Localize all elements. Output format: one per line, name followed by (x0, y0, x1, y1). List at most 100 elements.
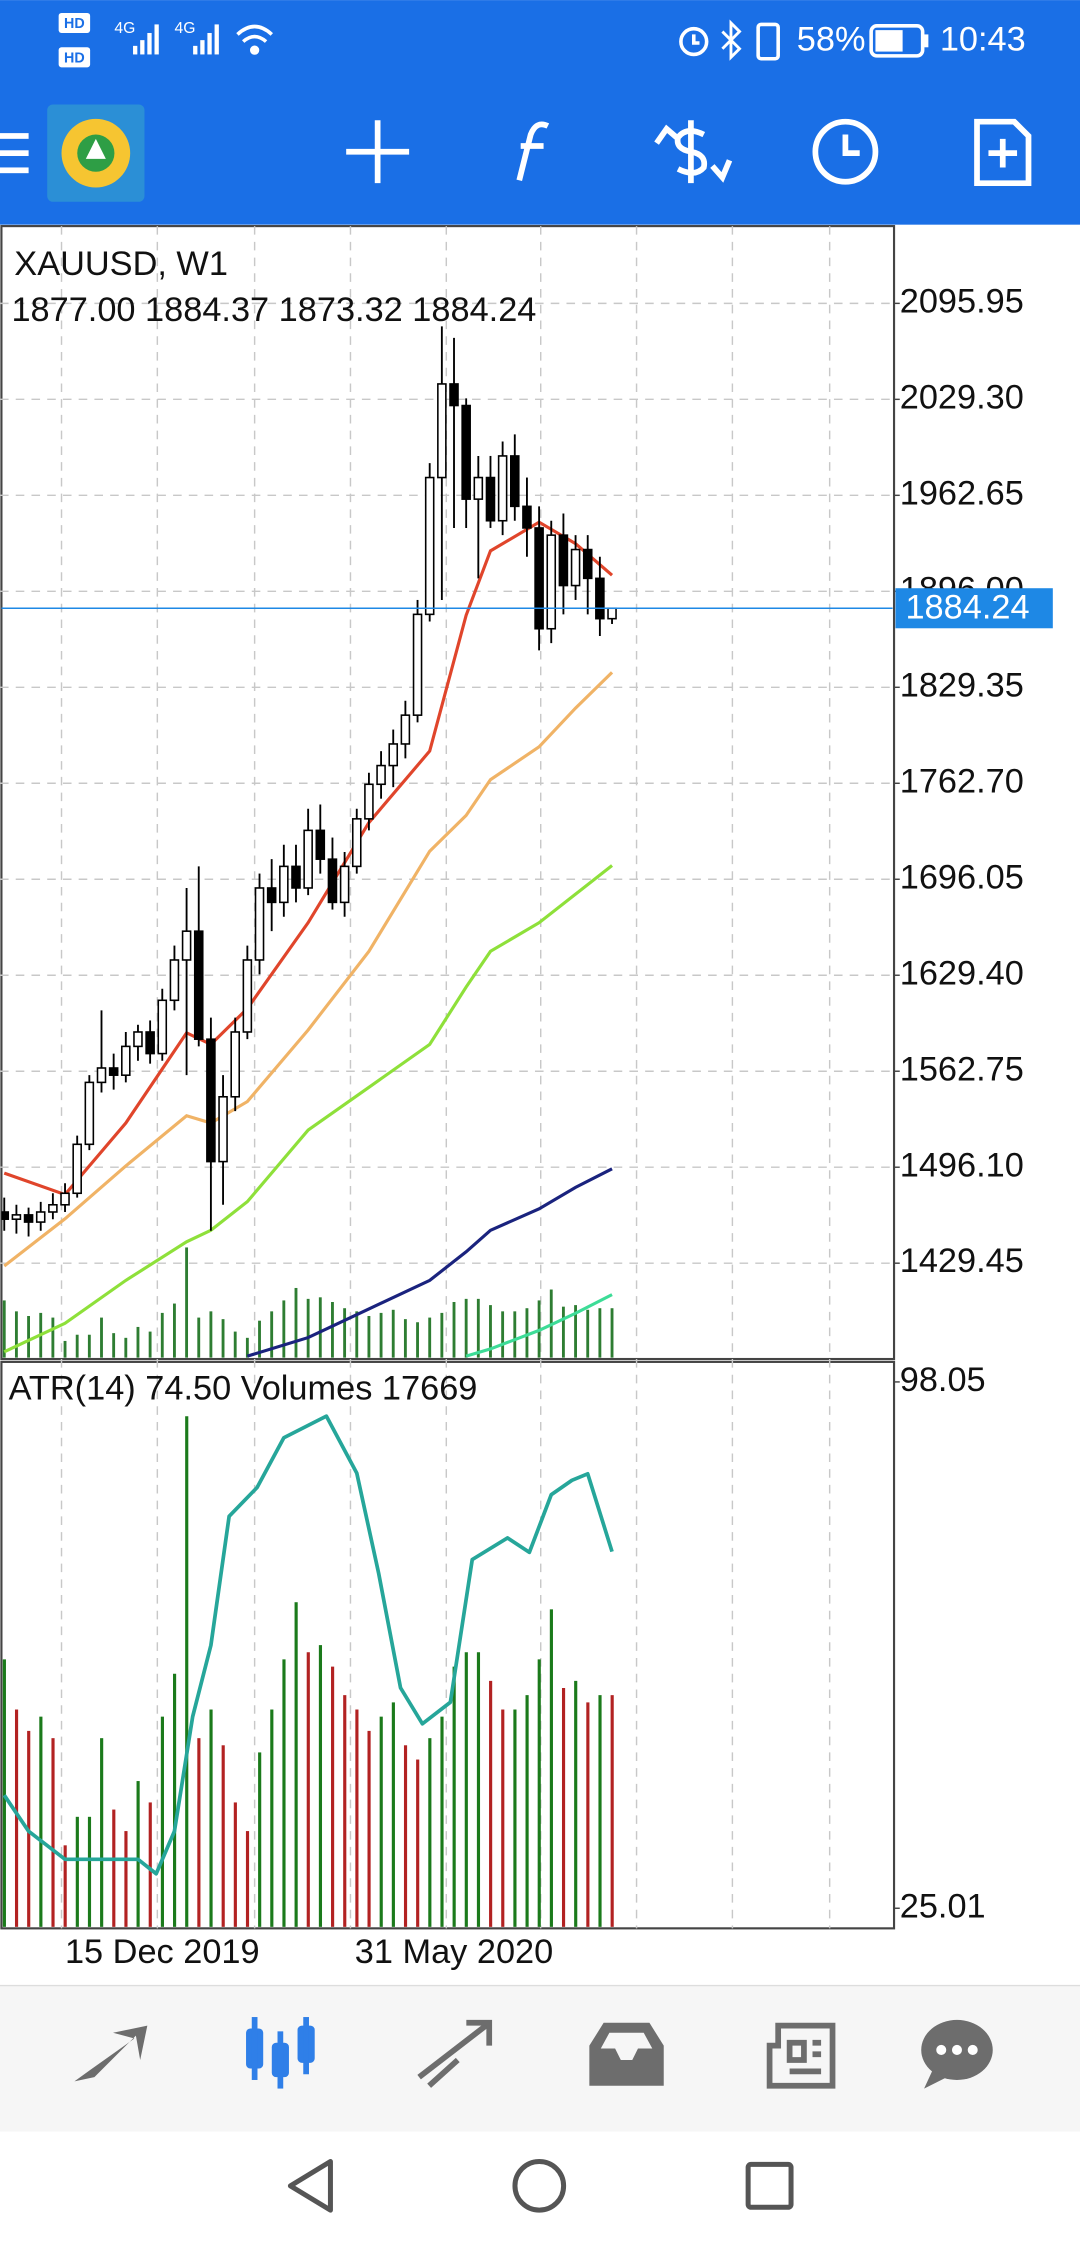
y-tick-label: 1962.65 (900, 474, 1024, 512)
volume-bar (428, 1317, 432, 1358)
back-button[interactable] (287, 2159, 333, 2213)
clock: 10:43 (940, 21, 1026, 59)
volume-bar (343, 1695, 347, 1927)
volume-bar (440, 1312, 444, 1358)
new-order-button[interactable] (974, 118, 1032, 187)
candle-body (35, 1211, 46, 1223)
trade-button[interactable] (654, 120, 733, 184)
candle-body (595, 577, 605, 620)
volume-bar (100, 1738, 104, 1927)
volume-bar (258, 1752, 262, 1927)
app-logo[interactable] (47, 104, 145, 202)
volume-bar (428, 1738, 432, 1927)
volume-bar (294, 1287, 298, 1358)
candle-body (23, 1214, 34, 1223)
candle-body (133, 1031, 143, 1048)
crosshair-button[interactable] (346, 120, 410, 184)
candle-body (388, 743, 399, 767)
volume-bar (525, 1695, 529, 1927)
menu-button[interactable] (0, 133, 29, 174)
volume-bar (160, 1312, 164, 1358)
moving-average (465, 1293, 613, 1358)
volume-bar (75, 1334, 79, 1358)
network-label: 4G (114, 20, 135, 37)
candle-body (424, 476, 435, 616)
home-button[interactable] (512, 2159, 567, 2213)
history-button[interactable] (812, 118, 879, 185)
candle-body (157, 999, 168, 1055)
volume-bar (403, 1319, 407, 1358)
candle-body (327, 858, 338, 904)
volume-bar (476, 1298, 480, 1358)
chart-tab[interactable] (246, 2017, 315, 2089)
volume-bar (464, 1652, 468, 1927)
volume-bar (501, 1311, 505, 1358)
candle-body (48, 1204, 58, 1213)
moving-average (246, 1167, 613, 1358)
vibrate-icon (756, 22, 780, 61)
candle-body (242, 959, 253, 1033)
volume-bar (148, 1802, 152, 1927)
volume-bar (51, 1738, 55, 1927)
moving-average (3, 864, 614, 1354)
candle-body (181, 930, 192, 961)
candle-body (522, 505, 532, 529)
chat-tab[interactable] (921, 2019, 993, 2089)
volume-bar (27, 1316, 30, 1358)
wifi-icon (236, 24, 273, 55)
volume-bar (14, 1709, 19, 1927)
volume-bar (197, 1317, 201, 1358)
candle-body (108, 1067, 119, 1076)
volume-bar (355, 1709, 359, 1927)
volume-bar (14, 1311, 18, 1358)
trade-tab[interactable] (417, 2019, 493, 2088)
indicators-button[interactable] (516, 121, 550, 182)
candle-body (497, 455, 508, 522)
candle-body (412, 613, 423, 716)
status-bar: HD HD 4G 4G 58% 10:43 (58, 12, 1026, 68)
candle-body (169, 959, 180, 1002)
recents-button[interactable] (745, 2161, 794, 2210)
news-tab[interactable] (766, 2022, 836, 2089)
volume-bar (574, 1305, 577, 1358)
volume-bar (2, 1659, 6, 1927)
candle-body (230, 1031, 241, 1098)
volume-bar (489, 1305, 492, 1358)
candle-body (60, 1192, 70, 1206)
main-panel (0, 225, 896, 1361)
candle-body (279, 865, 289, 904)
volume-bar (355, 1311, 359, 1358)
quotes-tab[interactable] (74, 2025, 148, 2082)
hd-label: HD (64, 51, 85, 67)
candle-body (72, 1143, 82, 1195)
volume-bar (440, 1716, 444, 1927)
indicator-panel (0, 1360, 896, 1930)
signal-icon (193, 24, 219, 55)
volume-bar (209, 1709, 213, 1927)
candle-body (461, 404, 471, 500)
hd-label: HD (64, 16, 85, 32)
axis-labels: XAUUSD, W1 1877.00 1884.37 1873.32 1884.… (9, 245, 1053, 1971)
volume-bar (343, 1308, 347, 1358)
indicator-title: ATR(14) 74.50 Volumes 17669 (9, 1370, 478, 1408)
last-price-label: 1884.24 (905, 589, 1029, 627)
volume-bar (610, 1695, 614, 1927)
volume-bar (221, 1745, 225, 1927)
candle-body (315, 829, 326, 860)
volume-bar (87, 1816, 92, 1927)
signal-icon (133, 24, 159, 55)
volume-bar (367, 1730, 371, 1927)
volume-bar (75, 1816, 79, 1927)
history-tab[interactable] (589, 2022, 664, 2086)
candle-body (291, 865, 301, 889)
atr-line (2, 1414, 614, 1876)
volume-bar (452, 1302, 456, 1358)
volume-bar (112, 1333, 116, 1358)
volume-bar (39, 1716, 43, 1927)
y-tick-label: 1696.05 (900, 858, 1024, 896)
volume-bar (489, 1680, 493, 1927)
volume-bar (403, 1745, 408, 1927)
candle-body (558, 534, 569, 587)
volume-bar (233, 1802, 237, 1927)
